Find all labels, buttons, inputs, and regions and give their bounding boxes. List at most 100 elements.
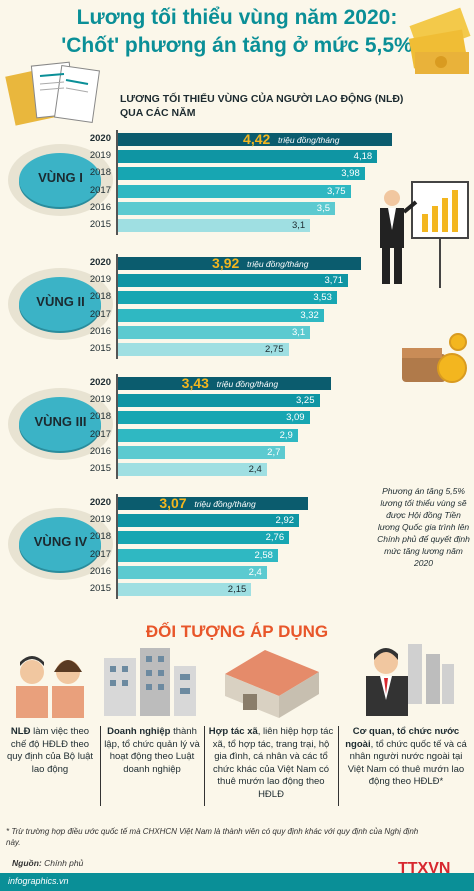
chart-axis [116, 130, 118, 236]
region-label: VÙNG II [36, 294, 85, 309]
chart-axis [116, 374, 118, 480]
bar-value-label: 2,58 [254, 549, 273, 561]
side-note: Phương án tăng 5,5% lương tối thiểu vùng… [377, 486, 470, 568]
bar-value-label: 3,71 [324, 275, 344, 287]
bar-value-label: 4,18 [353, 151, 373, 163]
bar [118, 325, 311, 339]
page-title-line1: Lương tối thiểu vùng năm 2020: [76, 6, 398, 29]
region-badge-fill [19, 277, 101, 331]
chart-axis [116, 254, 118, 360]
page-title-line2: 'Chốt' phương án tăng ở mức 5,5% [61, 34, 413, 57]
region-badge-fill [19, 153, 101, 207]
bar-value-label: 3,1 [291, 220, 306, 231]
wallet-coins-icon [402, 333, 467, 383]
bar-value-label: 2,4 [248, 566, 262, 578]
region-badge-fill [19, 397, 101, 451]
bar [118, 463, 267, 476]
region-badge-fill [19, 517, 101, 571]
region-badge: VÙNG I [8, 144, 113, 216]
year-label: 2019 [89, 394, 111, 406]
bar-value-label: 2,92 [275, 515, 295, 527]
region-label: VÙNG I [38, 170, 83, 185]
bar [118, 411, 310, 425]
bar-value-label: 3,5 [316, 202, 330, 214]
bar-value-label: 3,53 [313, 292, 332, 304]
bar-unit-label: triệu đồng/tháng [194, 499, 256, 509]
year-label: 2016 [89, 565, 111, 577]
bar [118, 377, 331, 390]
bar [118, 291, 337, 305]
year-label: 2019 [89, 274, 111, 286]
bar-value-label: 3,1 [291, 326, 306, 338]
footnote: * Trừ trường hợp điều ước quốc tế mà CHX… [6, 827, 419, 847]
bar [118, 133, 393, 146]
bar [118, 445, 286, 459]
region-badge: VÙNG III [8, 388, 113, 460]
category-workers-text: làm việc theo chế độ HĐLĐ theo quy định … [6, 726, 94, 775]
bar-value-label: 3,25 [296, 395, 315, 407]
year-label: 2015 [89, 219, 111, 230]
category-enterprise-text: thành lập, tổ chức quản lý và hoạt động … [104, 726, 200, 775]
category-workers: NLĐ làm việc theo chế độ HĐLĐ theo quy đ… [4, 726, 96, 776]
year-label: 2015 [89, 583, 111, 594]
bar-unit-label: triệu đồng/tháng [278, 135, 340, 145]
year-label: 2019 [89, 514, 111, 526]
year-label: 2016 [89, 445, 111, 457]
bar [118, 428, 298, 442]
bar [118, 219, 311, 232]
bar-value-label: 2,75 [265, 344, 284, 355]
bar [118, 565, 267, 579]
year-label: 2019 [89, 150, 111, 162]
bar [118, 167, 365, 181]
category-cooperative: Hợp tác xã, liên hiệp hợp tác xã, tổ hợp… [208, 726, 334, 801]
bar [118, 548, 278, 562]
bar [118, 514, 300, 528]
bar-value-label: 2,76 [265, 532, 285, 544]
bar [118, 184, 351, 198]
section-title: ĐỐI TƯỢNG ÁP DỤNG [145, 622, 329, 641]
year-label: 2016 [89, 325, 111, 337]
region-badge: VÙNG II [8, 268, 113, 340]
money-stack-icon [408, 7, 471, 74]
bar [118, 531, 290, 545]
year-label: 2017 [89, 548, 111, 560]
bar-value-label: 2,15 [227, 584, 247, 595]
category-enterprise: Doanh nghiệp thành lập, tổ chức quản lý … [104, 726, 200, 776]
bar [118, 308, 324, 322]
bar-value-label: 3,43 [181, 375, 209, 391]
bar [118, 274, 349, 288]
presenter-icon [380, 181, 469, 288]
chart-axis [116, 494, 118, 600]
region-label: VÙNG III [34, 414, 87, 429]
bar-value-label: 2,7 [267, 446, 281, 458]
divider [204, 726, 205, 806]
source: Nguồn: Chính phủ [12, 858, 83, 868]
footer-bar [0, 873, 474, 891]
divider [338, 726, 339, 806]
workers-icon [16, 656, 84, 718]
region-badge: VÙNG IV [8, 508, 113, 580]
bar [118, 343, 289, 356]
bar-value-label: 3,75 [327, 185, 346, 197]
year-label: 2017 [89, 428, 111, 440]
year-label: 2020 [89, 377, 111, 388]
footer-site[interactable]: infographics.vn [8, 876, 69, 886]
year-label: 2018 [89, 411, 111, 423]
category-enterprise-bold: Doanh nghiệp [107, 726, 171, 737]
year-label: 2017 [89, 308, 111, 320]
bar-unit-label: triệu đồng/tháng [247, 259, 309, 269]
category-cooperative-bold: Hợp tác xã [208, 726, 258, 737]
year-label: 2018 [89, 291, 111, 303]
bar [118, 583, 252, 596]
bar-value-label: 3,32 [300, 309, 319, 321]
bar-unit-label: triệu đồng/tháng [216, 379, 279, 389]
year-label: 2017 [89, 184, 111, 196]
bar-value-label: 3,07 [159, 495, 187, 511]
year-label: 2020 [89, 133, 111, 144]
category-workers-bold: NLĐ [10, 726, 31, 737]
source-value: Chính phủ [44, 858, 84, 868]
bar-value-label: 2,9 [279, 429, 293, 441]
warehouse-icon [225, 650, 319, 718]
bar-value-label: 3,98 [341, 168, 360, 180]
